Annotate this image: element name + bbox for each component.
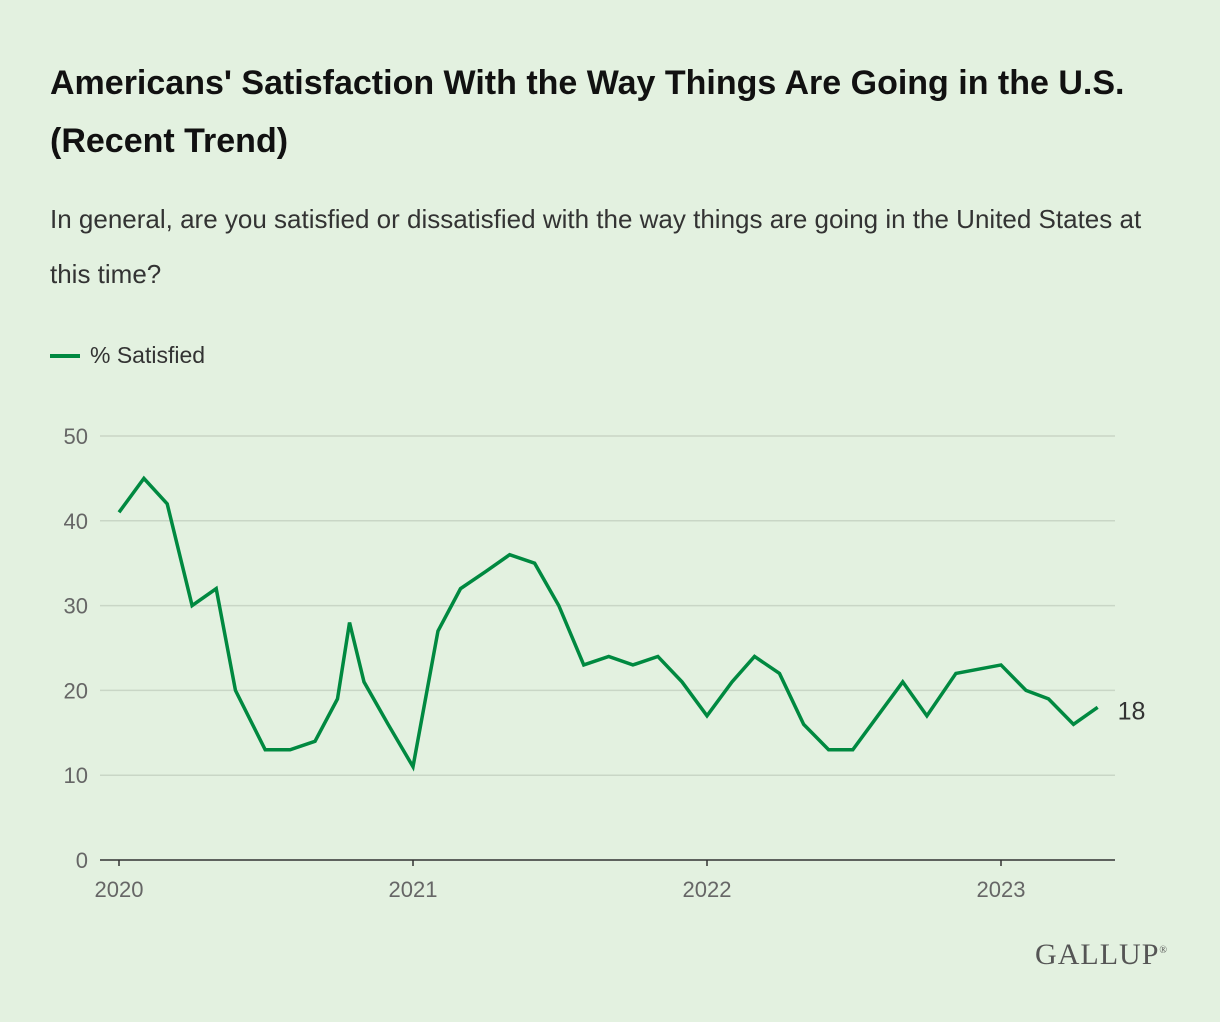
x-tick-label: 2023 [977, 877, 1026, 902]
y-tick-label: 10 [64, 763, 88, 788]
legend-label: % Satisfied [90, 342, 206, 368]
gallup-logo: GALLUP® [1035, 938, 1168, 971]
series-line [117, 475, 1099, 772]
x-tick-label: 2022 [683, 877, 732, 902]
y-tick-label: 30 [64, 594, 88, 619]
x-tick-label: 2020 [95, 877, 144, 902]
chart-title: Americans' Satisfaction With the Way Thi… [50, 64, 1125, 160]
x-tick-label: 2021 [389, 877, 438, 902]
y-tick-label: 0 [76, 848, 88, 873]
y-tick-label: 20 [64, 678, 88, 703]
legend-swatch [50, 353, 80, 358]
y-tick-label: 50 [64, 424, 88, 449]
end-value-label: 18 [1118, 697, 1146, 725]
chart-subtitle: In general, are you satisfied or dissati… [50, 204, 1142, 289]
y-tick-label: 40 [64, 509, 88, 534]
legend: % Satisfied [50, 342, 205, 369]
